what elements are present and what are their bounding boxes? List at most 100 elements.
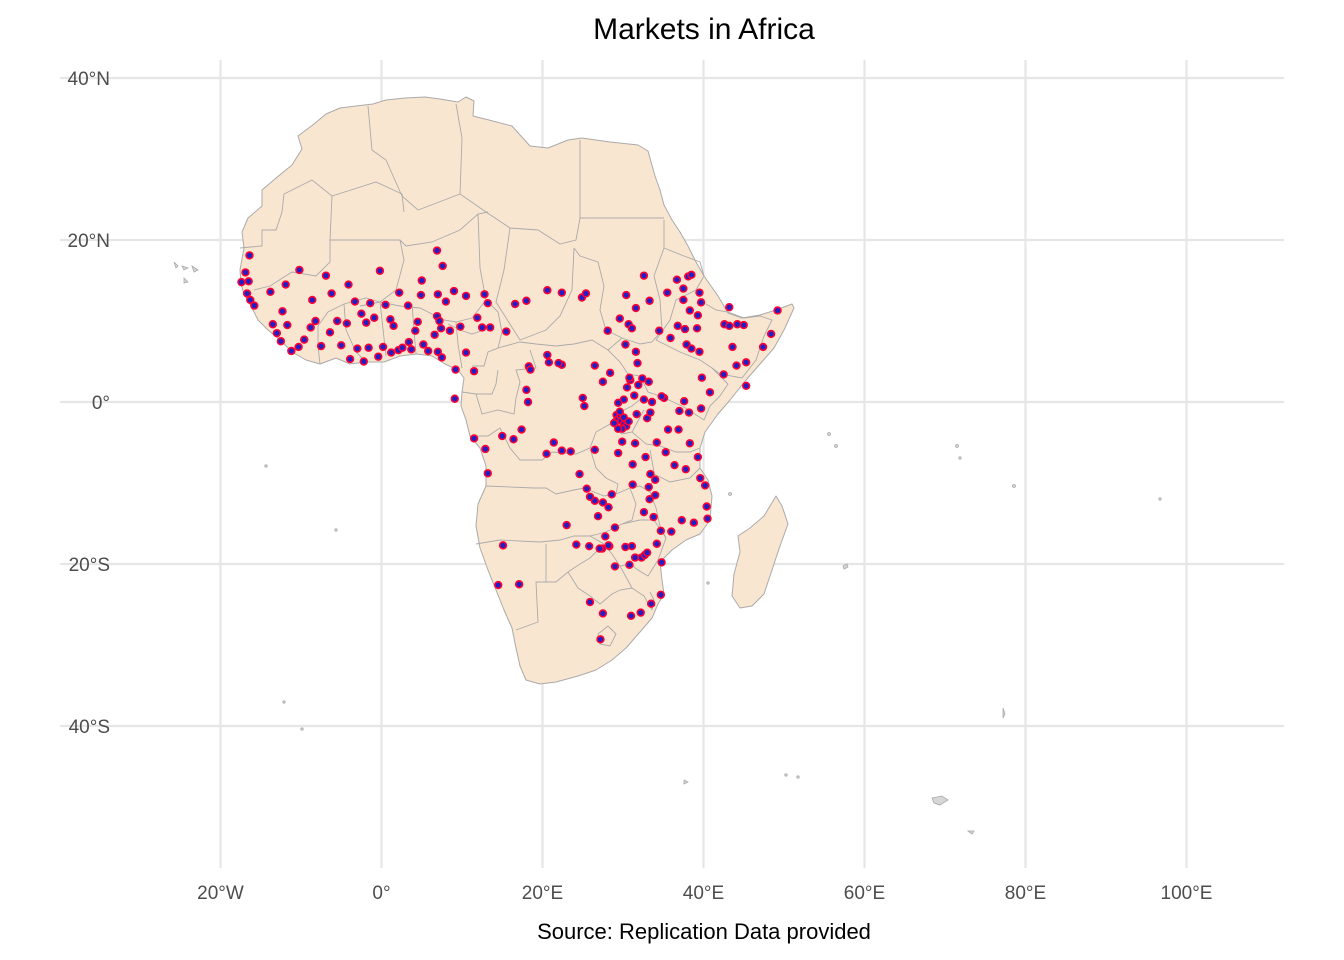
market-point: [327, 289, 336, 298]
market-point: [617, 437, 627, 446]
market-point: [502, 327, 511, 336]
market-point: [741, 381, 751, 390]
market-point: [674, 425, 683, 434]
market-point: [663, 425, 673, 434]
market-point: [483, 469, 492, 478]
market-point: [604, 541, 613, 550]
market-point: [337, 341, 346, 350]
market-point: [646, 599, 656, 608]
market-point: [725, 303, 734, 312]
market-point: [308, 295, 317, 305]
market-point: [395, 288, 404, 297]
market-point: [645, 495, 654, 504]
market-point: [510, 299, 520, 309]
market-point: [246, 295, 255, 305]
market-point: [590, 361, 600, 370]
market-point: [582, 484, 591, 493]
market-point: [685, 306, 695, 315]
market-point: [585, 597, 595, 607]
market-point: [696, 298, 706, 307]
market-point: [494, 580, 503, 590]
y-tick-label: 40°N: [68, 69, 110, 90]
market-point: [509, 435, 518, 444]
market-point: [438, 261, 447, 271]
market-point: [325, 328, 335, 337]
market-point: [634, 380, 643, 390]
market-point: [375, 266, 385, 275]
market-point: [649, 512, 658, 522]
market-point: [693, 452, 703, 462]
market-point: [374, 352, 383, 361]
market-point: [272, 328, 282, 338]
market-point: [696, 404, 706, 413]
market-point: [403, 301, 413, 310]
market-point: [287, 346, 296, 356]
market-point: [679, 295, 688, 305]
market-point: [702, 502, 711, 511]
y-tick-label: 0°: [92, 393, 110, 414]
market-point: [549, 438, 558, 447]
market-point: [630, 439, 640, 448]
market-point: [633, 358, 642, 368]
market-point: [566, 447, 575, 456]
market-point: [250, 301, 259, 310]
market-point: [542, 449, 551, 459]
market-point: [581, 289, 591, 298]
market-point: [679, 284, 688, 293]
market-point: [554, 358, 563, 368]
market-point: [281, 280, 290, 289]
market-point: [557, 446, 567, 455]
market-point: [625, 560, 634, 570]
market-point: [435, 316, 444, 326]
market-point: [449, 286, 459, 296]
market-point: [656, 590, 666, 599]
market-point: [670, 460, 679, 470]
market-point: [703, 514, 712, 523]
market-point: [603, 326, 612, 335]
market-point: [641, 452, 650, 462]
market-point: [411, 326, 420, 335]
x-tick-label: 80°E: [1005, 883, 1046, 904]
market-point: [370, 313, 379, 322]
market-point: [480, 290, 489, 299]
market-point: [601, 532, 610, 541]
market-point: [407, 345, 416, 354]
market-point: [695, 288, 704, 297]
market-point: [498, 541, 508, 550]
x-tick-label: 0°: [372, 883, 390, 904]
market-point: [632, 409, 641, 419]
market-point: [266, 287, 275, 297]
market-point: [342, 319, 352, 328]
market-point: [622, 383, 632, 392]
market-point: [661, 448, 670, 457]
x-tick-label: 100°E: [1161, 883, 1213, 904]
market-point: [398, 343, 407, 352]
market-point: [386, 348, 396, 357]
market-point: [680, 324, 690, 334]
market-point: [657, 558, 666, 567]
market-point: [268, 320, 278, 329]
market-point: [417, 276, 426, 285]
market-point: [404, 337, 414, 347]
market-point: [543, 350, 552, 360]
market-point: [523, 397, 533, 407]
market-point: [345, 354, 355, 364]
market-point: [522, 296, 531, 305]
market-point: [657, 392, 666, 401]
market-point: [610, 562, 620, 571]
market-point: [300, 335, 309, 344]
market-point: [590, 445, 600, 454]
market-point: [419, 340, 428, 349]
market-point: [719, 370, 728, 379]
market-point: [598, 609, 608, 618]
axis-tick-labels: 20°W 0° 20°E 40°E 60°E 80°E 100°E 40°N 20°N 0° 20°…: [68, 69, 1213, 904]
market-point: [689, 518, 699, 527]
market-point: [631, 303, 641, 313]
market-point: [639, 507, 649, 517]
market-point: [598, 377, 608, 386]
market-point: [430, 330, 439, 339]
market-point: [695, 347, 704, 356]
market-point: [644, 482, 653, 492]
market-point: [359, 357, 368, 366]
y-tick-label: 40°S: [69, 717, 110, 738]
